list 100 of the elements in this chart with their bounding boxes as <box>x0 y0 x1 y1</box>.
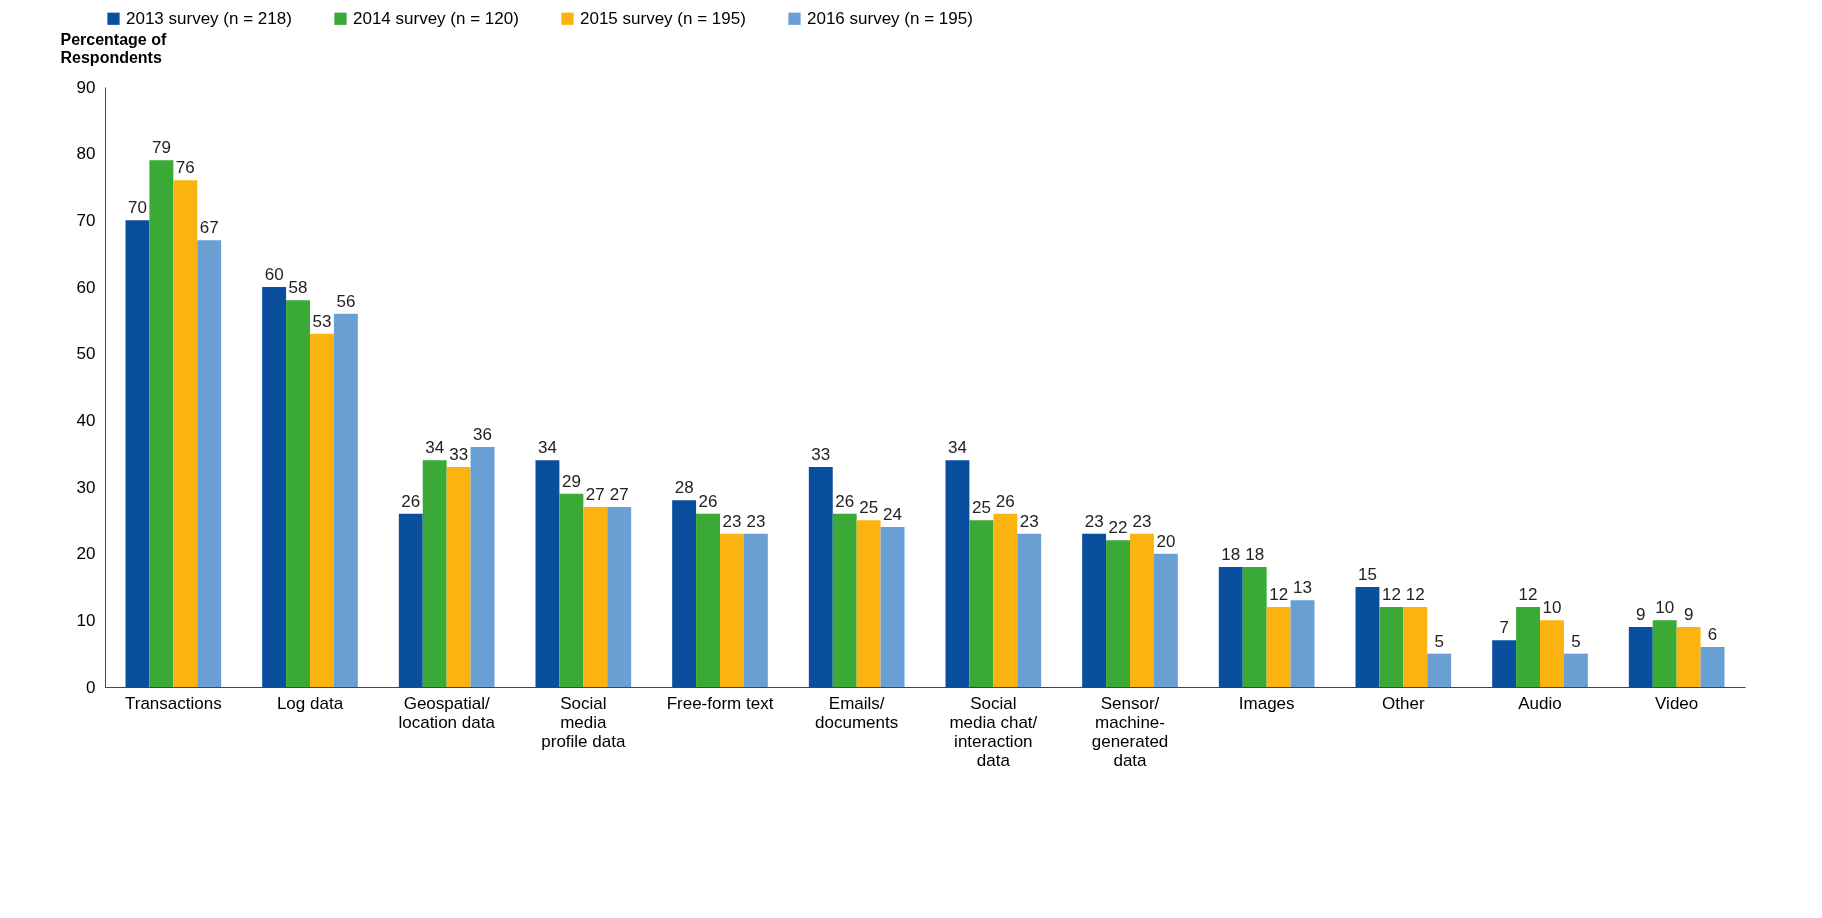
data-label: 18 <box>1221 545 1241 564</box>
legend-label: 2013 survey (n = 218) <box>126 8 292 28</box>
data-label: 6 <box>1707 625 1718 644</box>
y-tick-label: 50 <box>76 344 96 364</box>
bar <box>720 533 744 687</box>
bar <box>1242 567 1267 687</box>
bar <box>173 180 198 687</box>
data-label: 79 <box>151 138 171 158</box>
bar <box>559 493 584 687</box>
x-tick-label: Geospatial/ location data <box>398 693 496 732</box>
bar <box>583 507 608 687</box>
bar <box>1218 567 1243 687</box>
data-label: 5 <box>1434 631 1444 651</box>
bar <box>1290 600 1315 687</box>
data-label: 34 <box>948 438 967 458</box>
bar <box>607 507 632 687</box>
data-label: 10 <box>1542 598 1562 618</box>
data-label: 26 <box>995 491 1015 511</box>
bar <box>535 460 560 687</box>
bar <box>470 447 495 687</box>
bar <box>856 520 881 687</box>
bar <box>743 533 768 687</box>
y-tick-label: 60 <box>76 277 96 297</box>
data-label: 23 <box>746 511 766 531</box>
y-tick-label: 40 <box>76 410 96 430</box>
bar <box>310 333 334 687</box>
data-label: 13 <box>1293 578 1312 598</box>
bar <box>1153 553 1178 687</box>
bar <box>1017 533 1042 687</box>
bar <box>808 467 833 687</box>
data-label: 67 <box>199 218 219 238</box>
x-tick-label: Transactions <box>124 693 222 713</box>
data-label: 15 <box>1358 565 1377 584</box>
data-label: 20 <box>1156 531 1176 551</box>
data-label: 29 <box>561 471 581 491</box>
y-axis-title: Percentage of Respondents <box>60 30 167 66</box>
x-tick-label: Video <box>1655 693 1699 713</box>
bar <box>1652 620 1677 687</box>
bar <box>1379 607 1404 687</box>
data-label: 22 <box>1108 518 1128 538</box>
x-tick-label: Other <box>1382 693 1425 713</box>
x-tick-label: Sensor/ machine- generated data <box>1091 693 1169 770</box>
bar <box>1628 627 1653 687</box>
data-label: 24 <box>883 505 902 524</box>
legend-label: 2015 survey (n = 195) <box>580 8 746 28</box>
bar <box>197 240 222 687</box>
data-label: 60 <box>264 265 284 284</box>
data-label: 12 <box>1405 585 1425 604</box>
bar <box>1106 540 1130 687</box>
x-tick-label: Images <box>1238 693 1295 713</box>
data-label: 26 <box>401 491 421 511</box>
data-label: 12 <box>1381 585 1401 604</box>
bar <box>1355 587 1380 687</box>
data-label: 70 <box>128 198 147 218</box>
data-label: 25 <box>859 498 879 518</box>
bar <box>1540 620 1564 687</box>
data-label: 26 <box>835 491 855 511</box>
y-tick-label: 80 <box>76 144 96 164</box>
bar <box>286 300 310 687</box>
data-label: 33 <box>811 445 831 464</box>
data-label: 56 <box>336 291 356 311</box>
data-label: 23 <box>722 511 742 531</box>
legend-label: 2016 survey (n = 195) <box>807 8 973 28</box>
data-label: 27 <box>585 485 605 504</box>
data-label: 53 <box>312 311 332 331</box>
data-label: 76 <box>175 158 195 178</box>
y-tick-label: 30 <box>76 477 96 497</box>
data-label: 34 <box>425 438 445 458</box>
bar <box>1563 653 1588 687</box>
data-label: 18 <box>1245 545 1265 564</box>
bar <box>1427 653 1452 687</box>
data-label: 23 <box>1019 511 1039 531</box>
y-tick-label: 20 <box>76 544 96 564</box>
legend-label: 2014 survey (n = 120) <box>353 8 519 28</box>
bar <box>1130 533 1154 687</box>
data-label: 23 <box>1084 511 1104 531</box>
data-label: 7 <box>1499 618 1509 638</box>
y-tick-label: 90 <box>76 77 96 97</box>
bar <box>1266 607 1291 687</box>
bar <box>1403 607 1428 687</box>
x-tick-label: Free-form text <box>666 693 774 713</box>
x-tick-label: Log data <box>276 693 344 713</box>
bar <box>446 467 471 687</box>
bar <box>1082 533 1107 687</box>
y-tick-label: 70 <box>76 210 96 230</box>
data-label: 25 <box>971 498 991 518</box>
bar <box>149 160 174 687</box>
data-label: 9 <box>1636 605 1646 624</box>
bar <box>945 460 970 687</box>
data-label: 12 <box>1518 585 1538 604</box>
bar <box>333 313 358 687</box>
data-label: 12 <box>1269 585 1289 604</box>
data-label: 9 <box>1683 605 1694 624</box>
bar <box>125 220 150 687</box>
data-label: 23 <box>1132 511 1152 531</box>
bar <box>1516 607 1540 687</box>
y-tick-label: 0 <box>86 677 96 697</box>
bar <box>696 513 720 687</box>
data-label: 27 <box>609 485 629 504</box>
data-label: 28 <box>674 478 694 498</box>
